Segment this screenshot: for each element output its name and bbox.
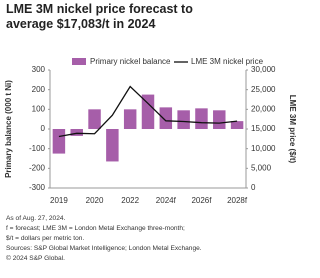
bar: [52, 129, 66, 154]
y-tick-label: 300: [32, 65, 46, 74]
y2-tick-label: 0: [251, 183, 256, 192]
x-tick-label: 2026f: [191, 196, 212, 205]
y2-tick-label: 10,000: [251, 144, 276, 153]
legend-swatch: [72, 58, 86, 65]
bar: [195, 108, 208, 129]
x-tick-label: 2028f: [227, 196, 248, 205]
note: Sources: S&P Global Market Intelligence;…: [6, 245, 202, 252]
note: As of Aug. 27, 2024.: [6, 215, 66, 222]
y-tick-label: 0: [41, 124, 46, 133]
note: f = forecast; LME 3M = London Metal Exch…: [6, 225, 185, 232]
y2-tick-label: 5,000: [251, 163, 272, 172]
y2-tick-label: 25,000: [251, 85, 276, 94]
bar: [141, 94, 155, 129]
note: $/t = dollars per metric ton.: [6, 235, 84, 242]
y2-axis-title: LME 3M price ($/t): [288, 95, 297, 164]
bar: [123, 109, 137, 129]
bar: [70, 129, 83, 136]
x-tick-label: 2019: [50, 196, 68, 205]
y-tick-label: -100: [29, 144, 46, 153]
y2-tick-label: 15,000: [251, 124, 276, 133]
y-tick-label: 100: [32, 104, 46, 113]
bar: [177, 110, 190, 129]
legend-label: Primary nickel balance: [90, 57, 171, 66]
x-tick-label: 2024f: [156, 196, 177, 205]
bar: [159, 107, 173, 129]
x-tick-label: 2022: [121, 196, 139, 205]
legend-label: LME 3M nickel price: [191, 57, 264, 66]
y2-tick-label: 30,000: [251, 65, 276, 74]
page: LME 3M nickel price forecast to average $…: [4, 2, 297, 262]
bar: [213, 110, 226, 129]
bar: [230, 121, 244, 129]
y-tick-label: -200: [29, 163, 46, 172]
chart: LME 3M nickel price forecast to average $…: [4, 2, 297, 262]
chart-title: LME 3M nickel price forecast to average $…: [6, 2, 193, 31]
y-tick-label: 200: [32, 85, 46, 94]
y2-tick-label: 20,000: [251, 104, 276, 113]
y-tick-label: -300: [29, 183, 46, 192]
bar: [88, 109, 101, 129]
y-axis-title: Primary balance (000 t Ni): [4, 80, 13, 178]
bar: [106, 129, 119, 162]
note: © 2024 S&P Global.: [6, 254, 65, 262]
x-tick-label: 2020: [86, 196, 104, 205]
line: [58, 85, 238, 138]
